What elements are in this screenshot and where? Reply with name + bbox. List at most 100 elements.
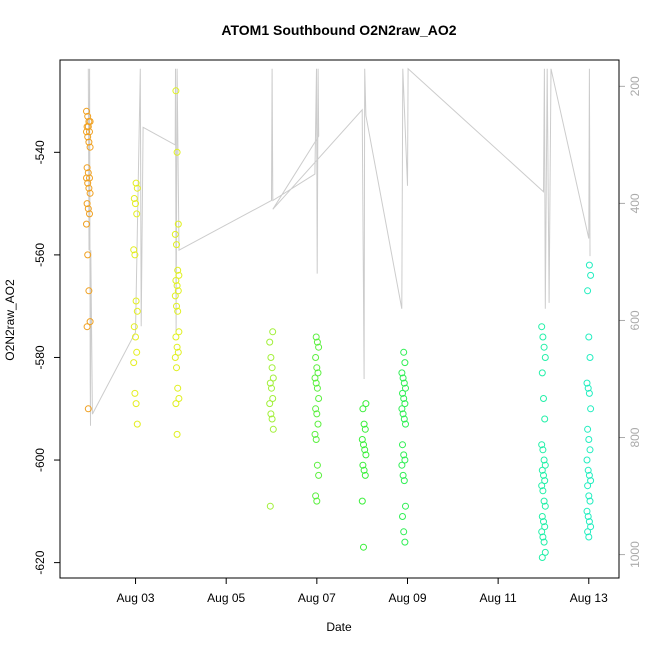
- data-point: [360, 543, 367, 551]
- data-point: [399, 471, 407, 479]
- axes-layer: Aug 03 Aug 05 Aug 07 Aug 09 Aug 11 Aug 13 -620…: [33, 76, 642, 605]
- data-point: [269, 395, 277, 402]
- x-tick-label: Aug 13: [570, 591, 608, 605]
- data-point: [266, 379, 274, 387]
- data-point: [402, 420, 409, 428]
- data-point: [314, 420, 322, 428]
- data-point: [86, 318, 94, 326]
- data-point: [268, 384, 275, 392]
- y-tick-label: -580: [33, 345, 47, 369]
- data-point: [83, 128, 90, 136]
- data-point: [399, 410, 407, 418]
- data-point: [583, 507, 591, 515]
- data-point: [585, 436, 593, 443]
- data-point: [130, 323, 138, 331]
- data-point: [174, 348, 182, 356]
- data-point: [584, 384, 592, 392]
- data-point: [173, 364, 180, 372]
- data-point: [173, 343, 181, 351]
- data-point: [362, 451, 370, 459]
- data-point: [539, 446, 547, 454]
- data-point: [540, 538, 548, 546]
- data-point: [266, 338, 274, 346]
- data-point: [173, 148, 181, 156]
- data-point: [131, 251, 139, 259]
- data-point: [586, 354, 594, 361]
- data-point: [174, 384, 182, 392]
- data-point: [266, 400, 274, 408]
- data-point: [84, 133, 92, 141]
- data-point: [585, 333, 593, 341]
- y2-tick-label: 200: [628, 76, 642, 96]
- data-point: [538, 528, 546, 536]
- points-layer: [83, 87, 595, 561]
- y-tick-label: -560: [33, 243, 47, 267]
- data-point: [539, 487, 547, 495]
- data-point: [172, 87, 180, 95]
- data-point: [175, 328, 183, 336]
- data-point: [86, 143, 94, 151]
- data-point: [312, 379, 320, 387]
- data-point: [361, 471, 369, 479]
- data-point: [585, 261, 593, 269]
- x-tick-label: Aug 11: [480, 591, 517, 605]
- data-point: [84, 205, 92, 213]
- data-point: [173, 302, 180, 310]
- data-point: [402, 502, 409, 510]
- data-point: [171, 230, 179, 238]
- data-point: [267, 410, 275, 418]
- data-point: [539, 533, 547, 541]
- data-point: [360, 466, 368, 474]
- data-point: [311, 430, 319, 438]
- data-point: [132, 297, 140, 305]
- data-point: [541, 523, 549, 531]
- data-point: [132, 400, 140, 408]
- data-point: [174, 307, 182, 315]
- data-point: [398, 461, 406, 469]
- data-point: [312, 354, 320, 361]
- data-point: [585, 471, 593, 479]
- y-tick-label: -540: [33, 140, 47, 164]
- data-point: [585, 389, 593, 397]
- data-point: [399, 374, 407, 382]
- data-point: [175, 271, 183, 279]
- data-point: [539, 333, 547, 341]
- data-point: [359, 461, 367, 469]
- data-point: [584, 528, 592, 536]
- data-point: [400, 395, 408, 402]
- data-point: [358, 497, 366, 505]
- data-point: [538, 554, 546, 561]
- data-point: [540, 456, 548, 464]
- data-point: [540, 343, 548, 351]
- data-point: [399, 513, 406, 520]
- data-point: [400, 451, 408, 459]
- data-point: [313, 364, 321, 372]
- plot-frame: [59, 59, 620, 579]
- data-point: [541, 548, 549, 556]
- x-tick-label: Aug 09: [388, 591, 426, 605]
- data-point: [86, 189, 94, 197]
- y-tick-label: -620: [33, 550, 47, 574]
- data-point: [133, 420, 141, 428]
- x-tick-label: Aug 05: [207, 591, 245, 605]
- data-point: [584, 482, 592, 490]
- y2-tick-label: 1000: [628, 541, 642, 568]
- data-point: [84, 179, 92, 187]
- data-point: [133, 348, 141, 356]
- y2-tick-label: 800: [628, 427, 642, 447]
- data-point: [130, 195, 138, 202]
- data-point: [541, 415, 549, 423]
- data-point: [312, 436, 320, 443]
- data-point: [267, 354, 275, 361]
- data-point: [584, 466, 592, 474]
- data-point: [85, 184, 93, 192]
- data-point: [269, 374, 277, 382]
- data-point: [400, 379, 408, 387]
- y-tick-label: -600: [33, 448, 47, 472]
- data-point: [540, 518, 547, 526]
- data-point: [361, 425, 369, 433]
- data-point: [85, 138, 93, 146]
- data-point: [312, 333, 320, 341]
- data-point: [584, 513, 592, 520]
